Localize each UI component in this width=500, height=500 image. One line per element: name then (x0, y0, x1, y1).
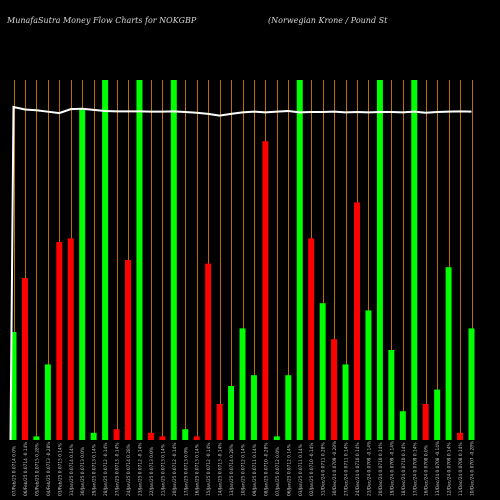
x-tick-label: 21/Jan/25 0.0713 0.14% (160, 444, 166, 496)
bar (239, 328, 246, 440)
bar (296, 80, 303, 440)
bar (56, 242, 63, 440)
x-tick-label: 04/Feb/25 0.0713 -0.28% (46, 442, 52, 496)
x-tick-label: 12/Dec/24 0.0709 0.14% (447, 442, 453, 496)
x-tick-label: 30/Jan/25 0.0713 0.0% (80, 447, 86, 496)
x-tick-label: 02/Jan/25 0.0710 -0.14% (309, 443, 315, 496)
x-tick-label: 16/Dec/24 0.0708 0.0% (424, 445, 430, 496)
bar (388, 350, 395, 440)
x-tick-label: 15/Jan/25 0.0712 -0.14% (206, 443, 212, 496)
bar (113, 429, 120, 440)
bar (33, 436, 40, 440)
bar (159, 436, 166, 440)
money-flow-line (9, 105, 472, 441)
bar (319, 303, 326, 440)
bar (216, 404, 223, 440)
bar (193, 436, 200, 440)
x-tick-label: 07/Feb/25 0.0714 0.0% (12, 446, 18, 496)
bar (44, 364, 51, 440)
bar (262, 141, 269, 440)
x-tick-label: 24/Jan/25 0.0714 0.28% (126, 444, 132, 496)
bar (468, 328, 475, 440)
x-tick-label: 03/Feb/25 0.0715 0.14% (57, 443, 63, 496)
x-tick-label: 20/Jan/25 0.0712 -0.14% (172, 443, 178, 496)
bar (136, 80, 143, 440)
bar (147, 432, 154, 440)
x-tick-label: 31/Jan/25 0.0714 0.14% (69, 444, 75, 496)
bar (422, 404, 429, 440)
x-tick-label: 29/Jan/25 0.0713 0.14% (92, 444, 98, 496)
bar (376, 80, 383, 440)
bar-series (10, 80, 475, 441)
x-tick-label: 10/Jan/25 0.0712 0.14% (241, 444, 247, 496)
bar (365, 310, 372, 440)
x-tick-label: 14/Jan/25 0.0713 -0.14% (218, 443, 224, 496)
bar (10, 332, 17, 440)
bar (285, 375, 292, 440)
x-tick-label: 18/Dec/24 0.0710 0.14% (401, 442, 407, 496)
x-tick-label: 11/Dec/24 0.0708 0.14% (458, 442, 464, 496)
x-tick-label: 16/Jan/25 0.0713 0.14% (195, 444, 201, 496)
x-tick-label: 13/Jan/25 0.0714 0.28% (229, 444, 235, 496)
chart-title-right: (Norwegian Krone / Pound St (268, 16, 388, 25)
x-tick-label: 17/Dec/24 0.0709 0.14% (412, 442, 418, 496)
bar (182, 429, 189, 440)
x-tick-label: 05/Feb/25 0.0715 0.28% (34, 443, 40, 496)
x-tick-label: 30/Dec/24 0.0709 -0.28% (332, 441, 338, 496)
x-tick-label: 06/Jan/25 0.0712 0.14% (286, 444, 292, 496)
x-tick-label: 27/Jan/25 0.0713 -0.14% (115, 443, 121, 496)
bar (170, 80, 177, 440)
bar (331, 339, 338, 440)
x-tick-label: 31/Dec/24 0.0711 0.28% (321, 442, 327, 496)
bar (308, 238, 315, 440)
line-series (9, 105, 472, 441)
bar (434, 389, 441, 440)
x-tick-label: 13/Dec/24 0.0708 -0.14% (435, 441, 441, 496)
bar (342, 364, 349, 440)
x-tick-labels: 07/Feb/25 0.0714 0.0% 06/Feb/25 0.0714 -0… (12, 441, 476, 496)
bar (273, 436, 280, 440)
x-tick-label: 24/Dec/24 0.0710 0.14% (355, 442, 361, 496)
bar (250, 375, 257, 440)
bar (125, 260, 131, 440)
x-tick-label: 03/Jan/25 0.0711 0.14% (298, 444, 304, 496)
x-tick-label: 19/Dec/24 0.0709 -0.14% (389, 441, 395, 496)
x-tick-label: 23/Dec/24 0.0709 -0.14% (366, 441, 372, 496)
x-tick-label: 23/Jan/25 0.0712 -0.14% (137, 443, 143, 496)
bar (445, 267, 452, 440)
x-tick-label: 22/Jan/25 0.0713 0.0% (149, 447, 155, 496)
x-tick-label: 27/Dec/24 0.0711 0.14% (344, 442, 350, 496)
x-tick-label: 17/Jan/25 0.0713 0.0% (183, 447, 189, 496)
x-tick-label: 10/Dec/24 0.0707 -0.28% (470, 441, 476, 496)
x-tick-label: 07/Jan/25 0.0712 0.0% (275, 447, 281, 496)
x-tick-label: 08/Jan/25 0.0710 -0.28% (263, 443, 269, 496)
bar (411, 80, 418, 440)
chart-title-left: MunafaSutra Money Flow Charts for NOKGBP (7, 16, 197, 25)
x-tick-label: 09/Jan/25 0.0711 0.14% (252, 444, 258, 496)
bar (67, 238, 74, 440)
bar (79, 108, 86, 441)
bar (354, 202, 360, 440)
bar (228, 386, 235, 440)
bar (399, 411, 406, 440)
bar (457, 432, 464, 440)
bar (21, 278, 28, 440)
bar (90, 432, 97, 440)
bar (102, 80, 109, 440)
bar (205, 263, 212, 440)
x-tick-label: 20/Dec/24 0.0710 0.14% (378, 442, 384, 496)
x-tick-label: 06/Feb/25 0.0714 -0.14% (23, 442, 29, 496)
x-tick-label: 28/Jan/25 0.0712 -0.14% (103, 443, 109, 496)
